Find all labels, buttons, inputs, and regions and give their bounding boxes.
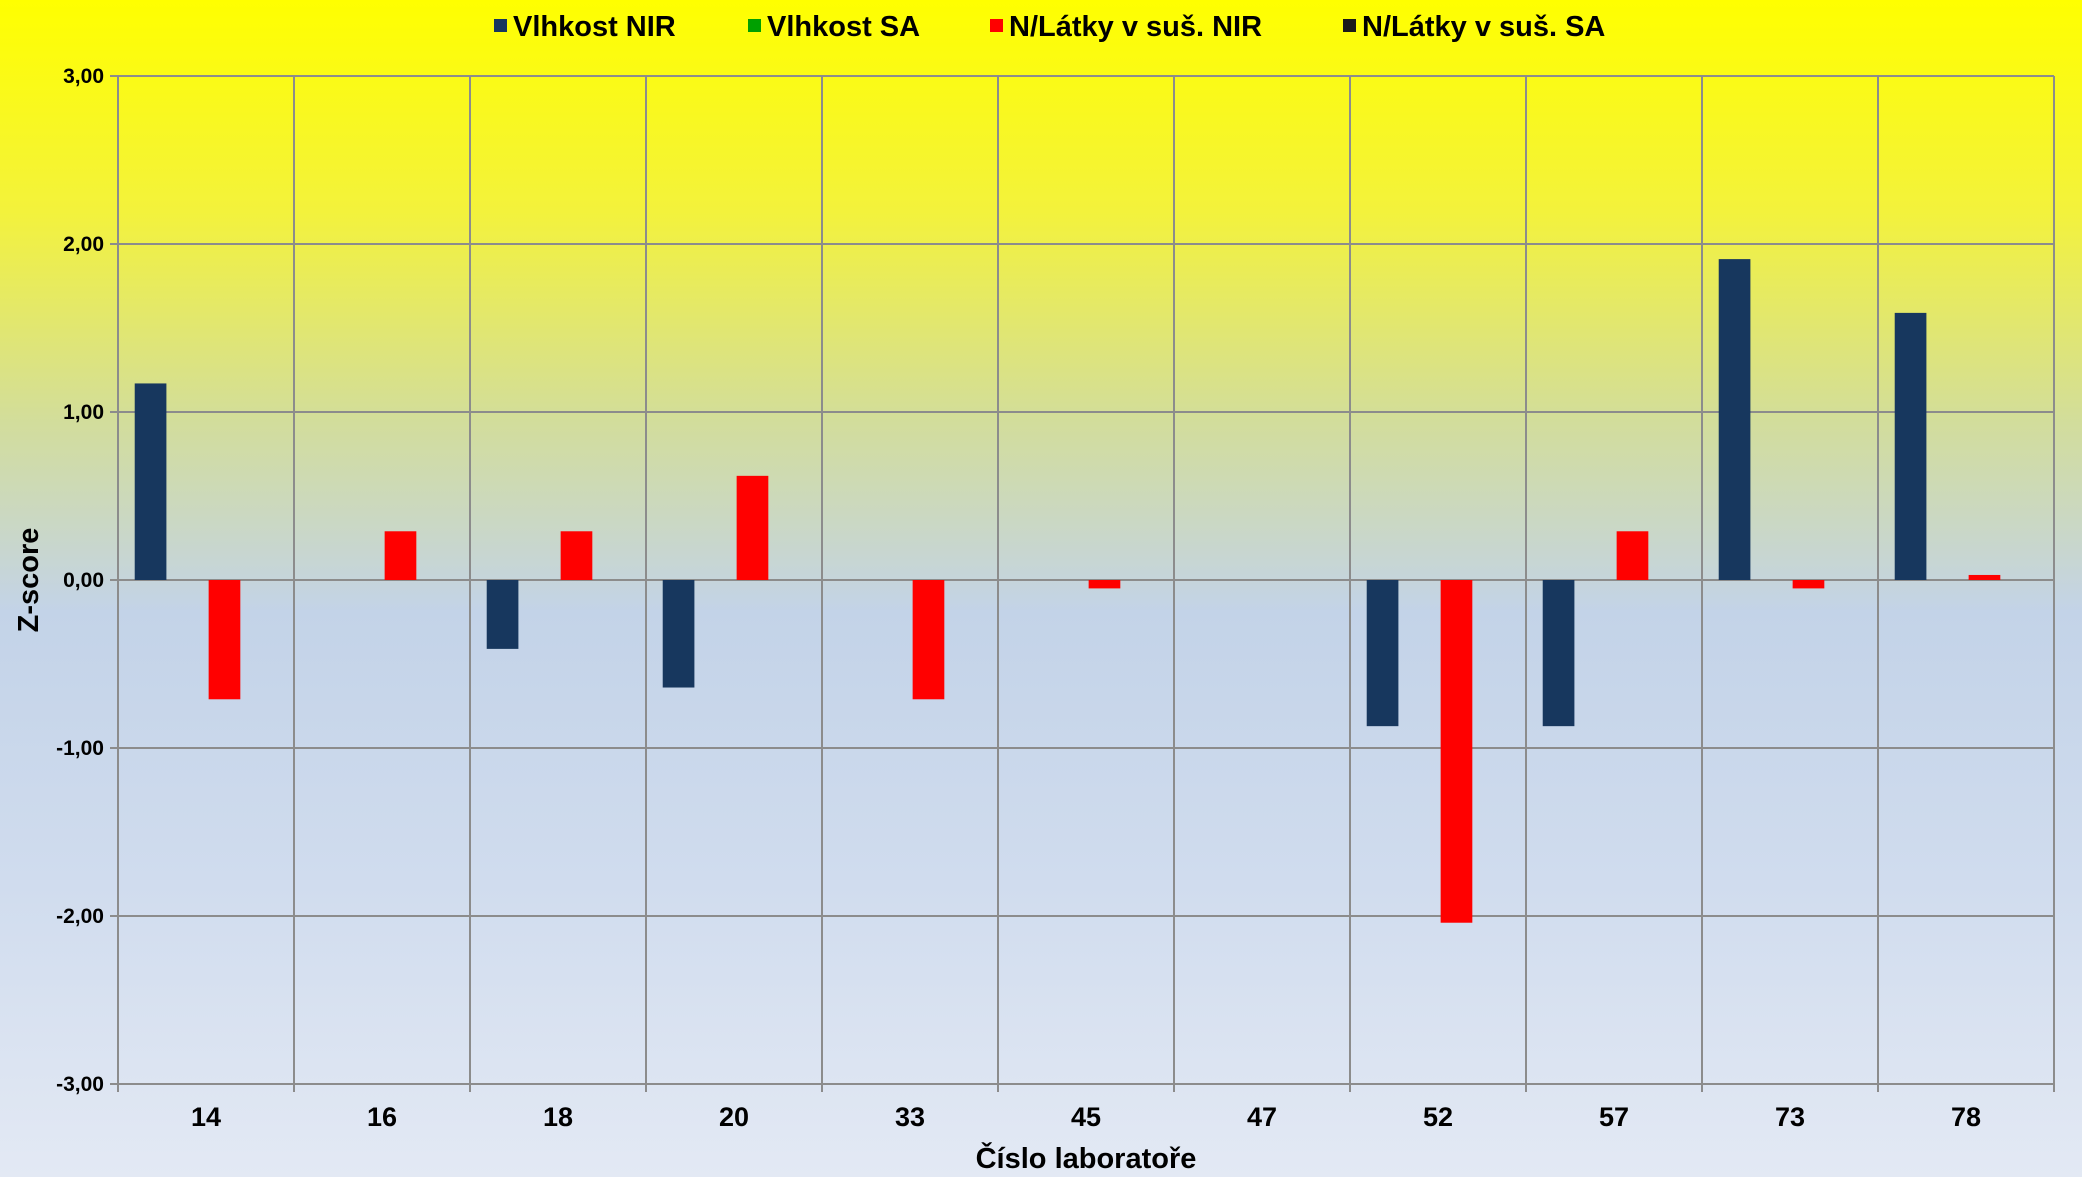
x-tick-label: 18 (543, 1102, 573, 1132)
bar-3-52 (1440, 580, 1473, 923)
x-tick-label: 57 (1599, 1102, 1629, 1132)
bar-1-52 (1366, 580, 1399, 727)
x-tick-label: 73 (1775, 1102, 1805, 1132)
bar-3-73 (1792, 580, 1825, 589)
x-axis-title: Číslo laboratoře (976, 1141, 1197, 1175)
y-tick-label: -2,00 (56, 905, 104, 928)
y-tick-label: -3,00 (56, 1073, 104, 1096)
y-tick-label: -1,00 (56, 737, 104, 760)
legend-entry: Vlhkost NIR (513, 11, 676, 43)
bar-3-78 (1968, 574, 2001, 580)
x-tick-label: 78 (1951, 1102, 1981, 1132)
x-tick-label: 47 (1247, 1102, 1277, 1132)
x-tick-label: 45 (1071, 1102, 1101, 1132)
bar-1-14 (134, 383, 167, 580)
y-tick-label: 3,00 (63, 65, 104, 88)
legend-swatch (1343, 19, 1356, 32)
legend-entry: N/Látky v suš. SA (1362, 11, 1605, 43)
y-tick-label: 2,00 (63, 233, 104, 256)
legend-swatch (494, 19, 507, 32)
bar-3-57 (1616, 531, 1649, 580)
legend-swatch (748, 19, 761, 32)
bar-1-18 (486, 580, 519, 649)
x-tick-label: 20 (719, 1102, 749, 1132)
bar-1-73 (1718, 259, 1751, 580)
bar-3-16 (384, 531, 417, 580)
bar-3-14 (208, 580, 241, 700)
x-tick-label: 16 (367, 1102, 397, 1132)
bar-1-20 (662, 580, 695, 688)
y-axis-title: Z-score (13, 528, 45, 633)
bar-3-20 (736, 475, 769, 580)
legend-entry: Vlhkost SA (767, 11, 920, 43)
x-tick-label: 33 (895, 1102, 925, 1132)
legend-swatch (990, 19, 1003, 32)
bar-3-18 (560, 531, 593, 580)
bar-3-45 (1088, 580, 1121, 589)
bar-3-33 (912, 580, 945, 700)
y-tick-label: 0,00 (63, 569, 104, 592)
bar-1-57 (1542, 580, 1575, 727)
bar-1-78 (1894, 312, 1927, 580)
legend-entry: N/Látky v suš. NIR (1009, 11, 1262, 43)
y-tick-label: 1,00 (63, 401, 104, 424)
x-tick-label: 14 (191, 1102, 221, 1132)
x-tick-label: 52 (1423, 1102, 1453, 1132)
